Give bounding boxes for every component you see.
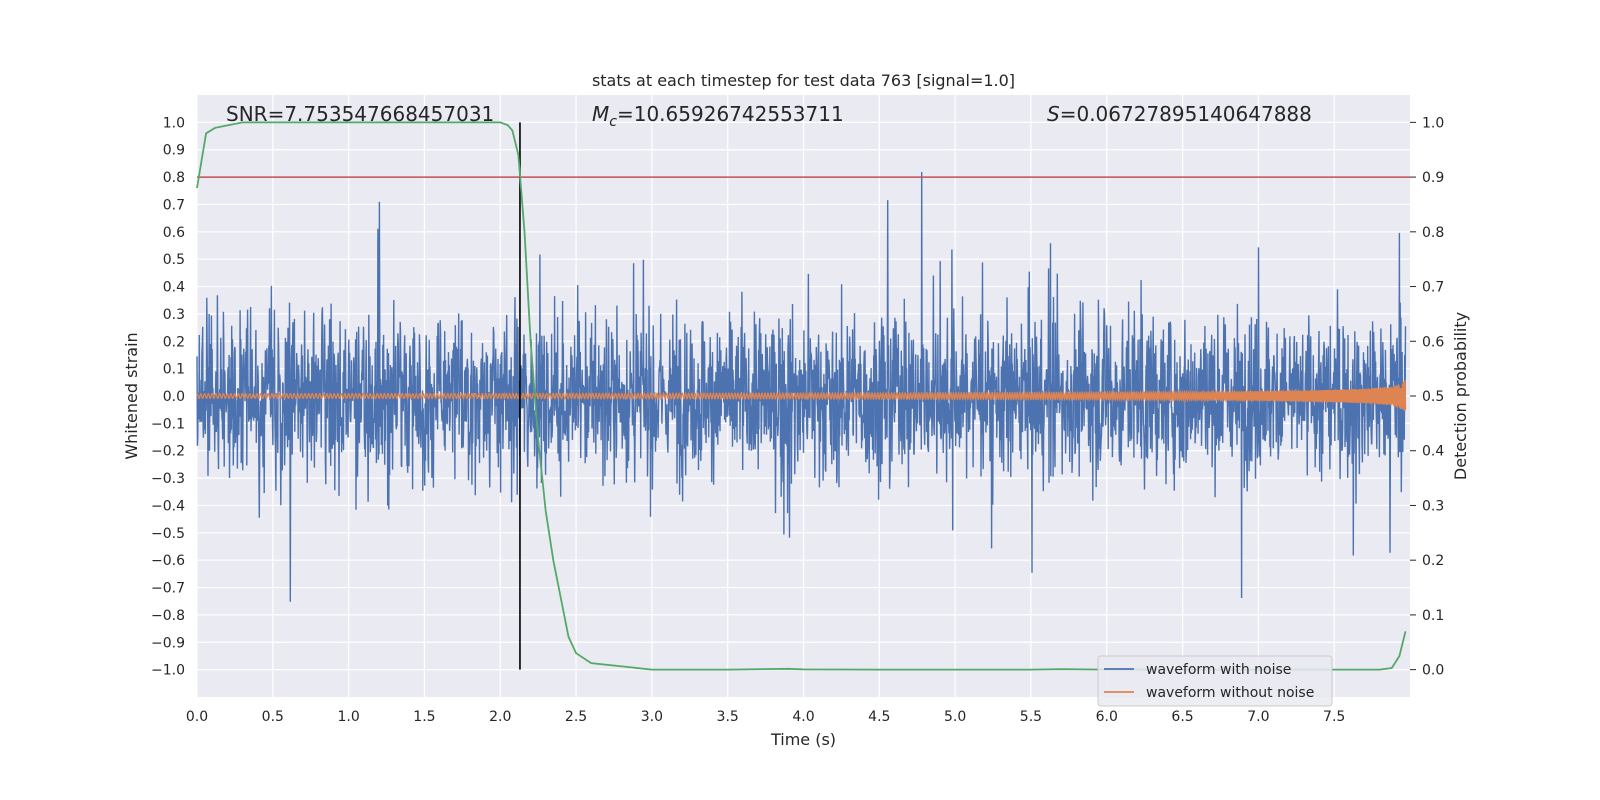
y-tick-label: 0.9 xyxy=(163,143,185,159)
y-tick-label: 0.1 xyxy=(163,362,185,378)
y2-tick-label: 0.8 xyxy=(1422,225,1444,241)
annotation-mc-subscript: c xyxy=(609,114,617,130)
annotation-s: S=0.06727895140647888 xyxy=(1047,102,1312,126)
x-tick-label: 5.0 xyxy=(944,709,966,725)
x-tick-label: 3.0 xyxy=(641,709,663,725)
annotation-snr: SNR=7.753547668457031 xyxy=(226,102,494,126)
y2-tick-label: 0.0 xyxy=(1422,663,1444,679)
y-tick-label: 0.8 xyxy=(163,170,185,186)
x-tick-label: 6.5 xyxy=(1171,709,1193,725)
x-tick-label: 4.0 xyxy=(792,709,814,725)
annotation-chirp-mass: Mc=10.65926742553711 xyxy=(592,102,844,130)
annotation-mc-value: 10.65926742553711 xyxy=(634,102,844,126)
x-tick-label: 7.5 xyxy=(1323,709,1345,725)
chart-title: stats at each timestep for test data 763… xyxy=(592,71,1015,90)
y2-tick-label: 0.6 xyxy=(1422,334,1444,350)
y2-tick-label: 0.5 xyxy=(1422,389,1444,405)
y-tick-label: −0.1 xyxy=(151,416,185,432)
y2-tick-label: 0.1 xyxy=(1422,608,1444,624)
y-tick-label: 0.6 xyxy=(163,225,185,241)
x-tick-label: 1.0 xyxy=(337,709,359,725)
x-tick-label: 7.0 xyxy=(1247,709,1269,725)
series-waveform-without-noise xyxy=(196,380,1407,412)
y-tick-label: −0.5 xyxy=(151,526,185,542)
x-tick-label: 2.5 xyxy=(565,709,587,725)
x-tick-label: 5.5 xyxy=(1020,709,1042,725)
legend-label-clean: waveform without noise xyxy=(1146,685,1314,701)
annotation-snr-prefix: SNR xyxy=(226,102,268,126)
y-tick-label: 1.0 xyxy=(163,115,185,131)
annotation-s-symbol: S xyxy=(1047,102,1060,126)
noisy-waveform-line xyxy=(196,171,1407,602)
x-tick-label: 2.0 xyxy=(489,709,511,725)
y-tick-label: 0.3 xyxy=(163,307,185,323)
legend-box xyxy=(1097,655,1333,707)
y-tick-label: −0.2 xyxy=(151,444,185,460)
y2-tick-label: 0.4 xyxy=(1422,444,1444,460)
y-tick-label: −0.9 xyxy=(151,635,185,651)
y-tick-label: −0.6 xyxy=(151,553,185,569)
x-tick-label: 0.5 xyxy=(262,709,284,725)
x-tick-label: 0.0 xyxy=(186,709,208,725)
y2-tick-label: 0.7 xyxy=(1422,280,1444,296)
series-waveform-with-noise xyxy=(196,171,1407,602)
y-tick-label: 0.4 xyxy=(163,280,185,296)
x-tick-label: 6.0 xyxy=(1096,709,1118,725)
annotation-mc-symbol: M xyxy=(592,102,609,126)
y2-tick-label: 0.9 xyxy=(1422,170,1444,186)
annotation-s-value: 0.06727895140647888 xyxy=(1076,102,1311,126)
y-axis-right: 1.0 0.9 0.8 0.7 0.6 0.5 0.4 0.3 0.2 0.1 0.0 xyxy=(1410,115,1444,679)
x-axis-label: Time (s) xyxy=(770,730,836,749)
legend: waveform with noise waveform without noi… xyxy=(1097,655,1333,707)
y-tick-label: −0.4 xyxy=(151,498,185,514)
clean-waveform-line xyxy=(196,380,1407,412)
y-tick-label: 0.5 xyxy=(163,252,185,268)
legend-label-noisy: waveform with noise xyxy=(1146,662,1291,678)
y2-axis-label: Detection probability xyxy=(1451,312,1470,480)
y-axis-label: Whitened strain xyxy=(122,332,141,459)
y-tick-label: −0.3 xyxy=(151,471,185,487)
y-axis-left: 1.0 0.9 0.8 0.7 0.6 0.5 0.4 0.3 0.2 0.1 0.0 −0.1 −0.… xyxy=(151,115,185,678)
x-axis: 0.0 0.5 1.0 1.5 2.0 2.5 3.0 3.5 4.0 4.5 5.0 5.5 6.0 6… xyxy=(186,709,1345,725)
y2-tick-label: 0.3 xyxy=(1422,498,1444,514)
y-tick-label: −0.8 xyxy=(151,608,185,624)
y-tick-label: 0.7 xyxy=(163,197,185,213)
annotation-snr-value: 7.753547668457031 xyxy=(284,102,494,126)
y-tick-label: −1.0 xyxy=(151,663,185,679)
y-tick-label: 0.0 xyxy=(163,389,185,405)
x-tick-label: 1.5 xyxy=(413,709,435,725)
y2-tick-label: 0.2 xyxy=(1422,553,1444,569)
y-tick-label: −0.7 xyxy=(151,581,185,597)
y-tick-label: 0.2 xyxy=(163,334,185,350)
x-tick-label: 4.5 xyxy=(868,709,890,725)
x-tick-label: 3.5 xyxy=(717,709,739,725)
y2-tick-label: 1.0 xyxy=(1422,115,1444,131)
